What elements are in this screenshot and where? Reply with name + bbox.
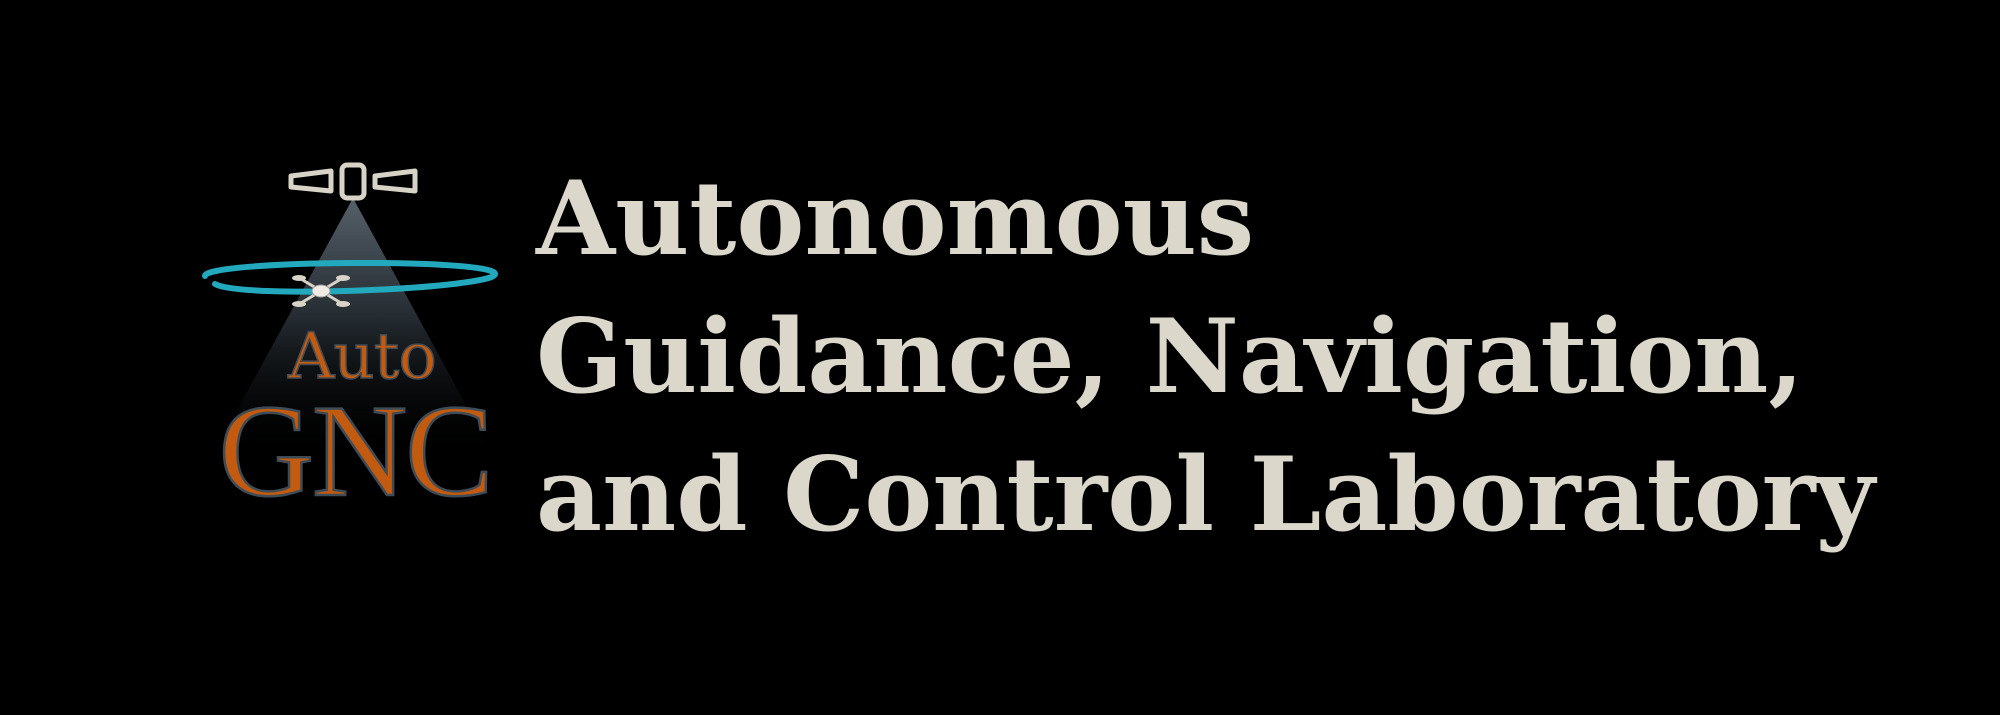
satellite-icon — [288, 162, 418, 201]
title-line-3: and Control Laboratory — [536, 435, 1875, 555]
lab-title: Autonomous Guidance, Navigation, and Con… — [536, 150, 1875, 564]
orbit-ring — [202, 259, 499, 295]
title-line-2: Guidance, Navigation, — [536, 297, 1804, 417]
logo-auto-text: Auto — [287, 320, 437, 394]
light-beam — [210, 198, 496, 460]
autognc-logo: Auto GNC — [195, 160, 525, 530]
logo-graphic — [202, 162, 499, 460]
drone-icon — [292, 275, 350, 307]
title-line-1: Autonomous — [536, 159, 1255, 279]
logo-gnc-text: GNC — [217, 377, 494, 524]
